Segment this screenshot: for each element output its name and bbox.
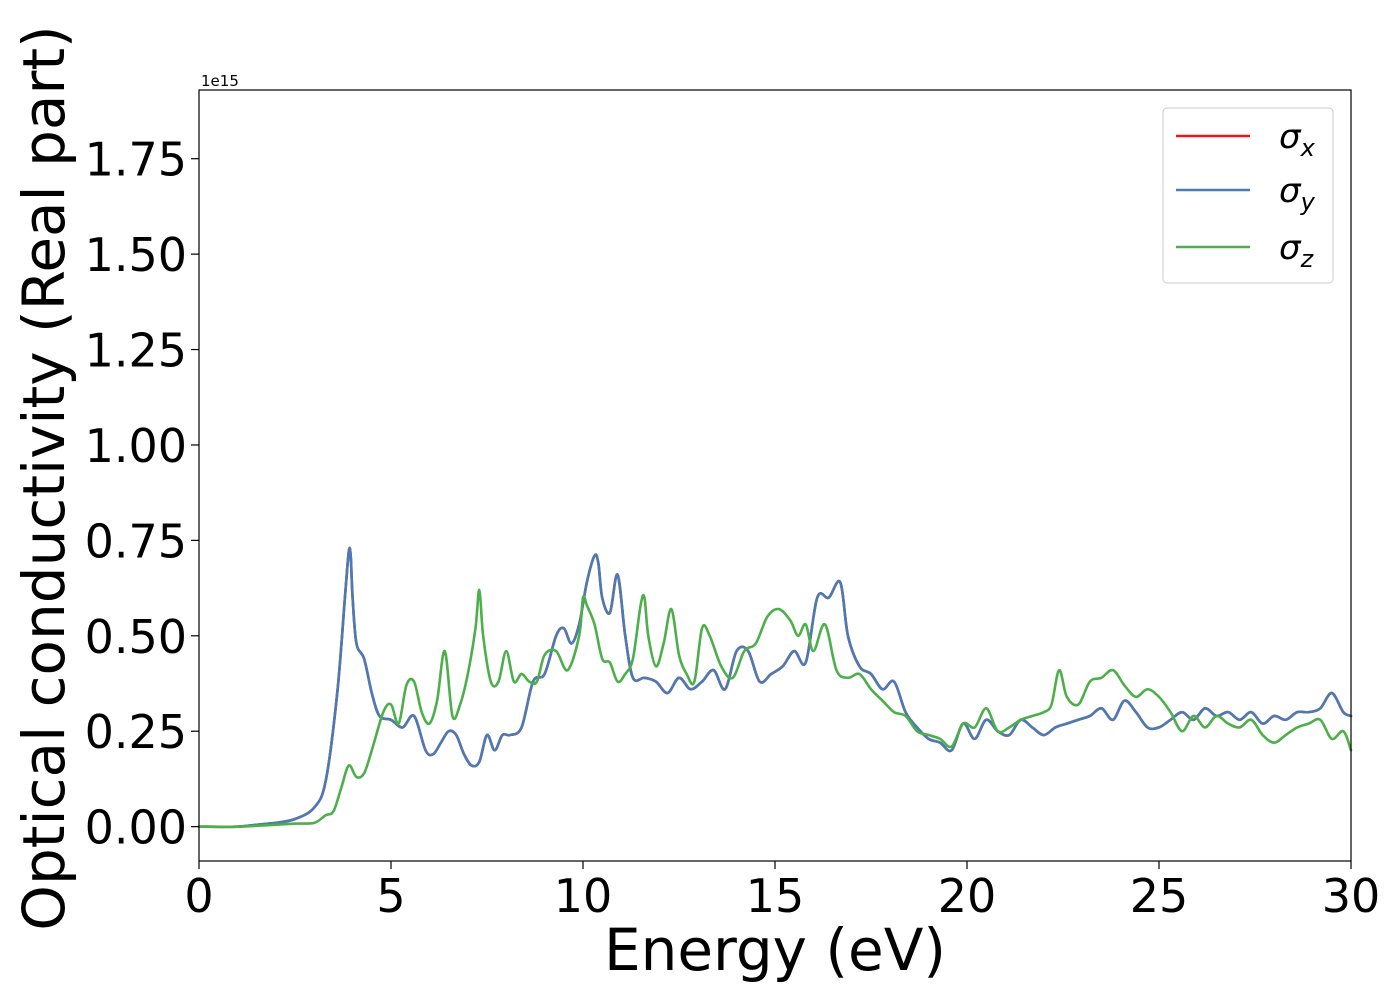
series-line-z [197, 588, 1353, 829]
legend-subscript: y [1300, 188, 1316, 216]
legend-frame [1162, 107, 1334, 284]
series-line-y [197, 546, 1353, 829]
x-tick-label: 25 [1130, 869, 1189, 923]
y-tick-label: 1.50 [85, 228, 187, 282]
y-axis-ticks: 0.00 0.25 0.50 0.75 1.00 1.25 1.50 1.75 [85, 133, 199, 855]
x-tick-label: 5 [376, 869, 405, 923]
x-axis-label: Energy (eV) [604, 916, 946, 984]
legend-symbol: σ [1279, 228, 1302, 268]
y-offset-label: 1e15 [201, 72, 239, 90]
series-layer [197, 546, 1353, 829]
legend-label-sigma-z: σz [1279, 228, 1315, 273]
x-axis-ticks: 0 5 10 15 20 25 30 [184, 861, 1380, 923]
plot-area [199, 90, 1351, 861]
y-axis-label: Optical conductivity (Real part) [10, 25, 78, 930]
x-tick-label: 10 [554, 869, 613, 923]
y-tick-label: 0.75 [85, 514, 187, 568]
y-tick-label: 0.00 [85, 801, 187, 855]
y-tick-label: 0.25 [85, 705, 187, 759]
legend-subscript: z [1300, 245, 1315, 273]
legend-symbol: σ [1279, 117, 1302, 157]
y-tick-label: 1.00 [85, 419, 187, 473]
x-tick-label: 30 [1322, 869, 1381, 923]
y-tick-label: 0.50 [85, 610, 187, 664]
legend-symbol: σ [1279, 171, 1302, 211]
y-tick-label: 1.75 [85, 133, 187, 187]
x-tick-label: 15 [746, 869, 805, 923]
legend-subscript: x [1300, 134, 1316, 162]
legend-label-sigma-y: σy [1279, 171, 1316, 216]
legend: σx σy σz [1162, 107, 1334, 284]
x-tick-label: 20 [938, 869, 997, 923]
legend-label-sigma-x: σx [1279, 117, 1316, 162]
y-tick-label: 1.25 [85, 324, 187, 378]
x-tick-label: 0 [184, 869, 213, 923]
